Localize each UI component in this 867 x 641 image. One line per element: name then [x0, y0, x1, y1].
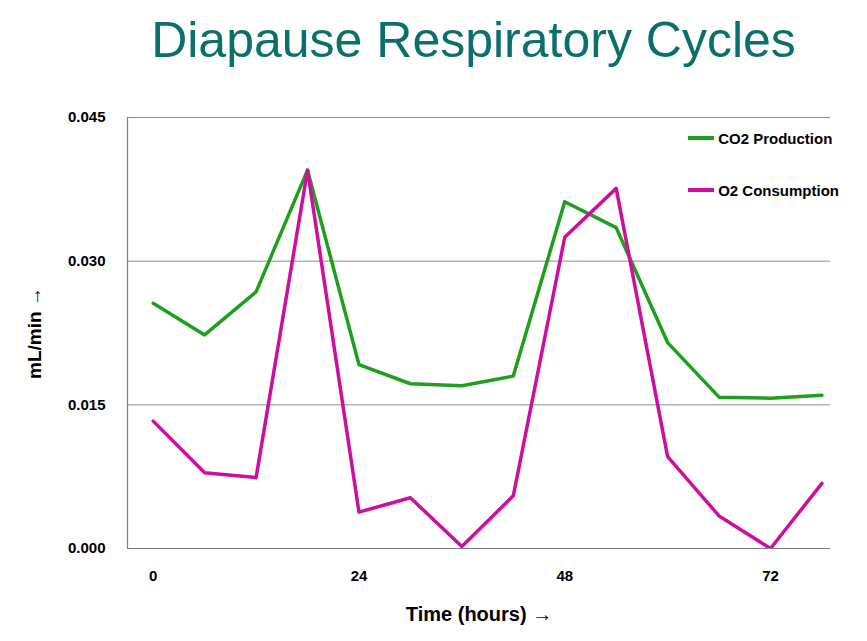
svg-text:48: 48 [556, 567, 573, 584]
html-text:CO2 Production: CO2 Production [718, 129, 833, 147]
svg-text:24: 24 [351, 567, 368, 584]
html-text:O2 Consumption: O2 Consumption [718, 181, 839, 199]
svg-text:mL/min →: mL/min → [24, 287, 45, 379]
html-text:Diapause Respiratory Cycles: Diapause Respiratory Cycles [151, 12, 796, 68]
svg-text:0.000: 0.000 [68, 539, 106, 556]
svg-text:Time (hours) →: Time (hours) → [406, 603, 552, 625]
svg-text:0: 0 [149, 567, 157, 584]
svg-text:0.045: 0.045 [68, 108, 106, 125]
svg-text:0.015: 0.015 [68, 396, 106, 413]
svg-text:0.030: 0.030 [68, 252, 106, 269]
svg-text:72: 72 [762, 567, 779, 584]
